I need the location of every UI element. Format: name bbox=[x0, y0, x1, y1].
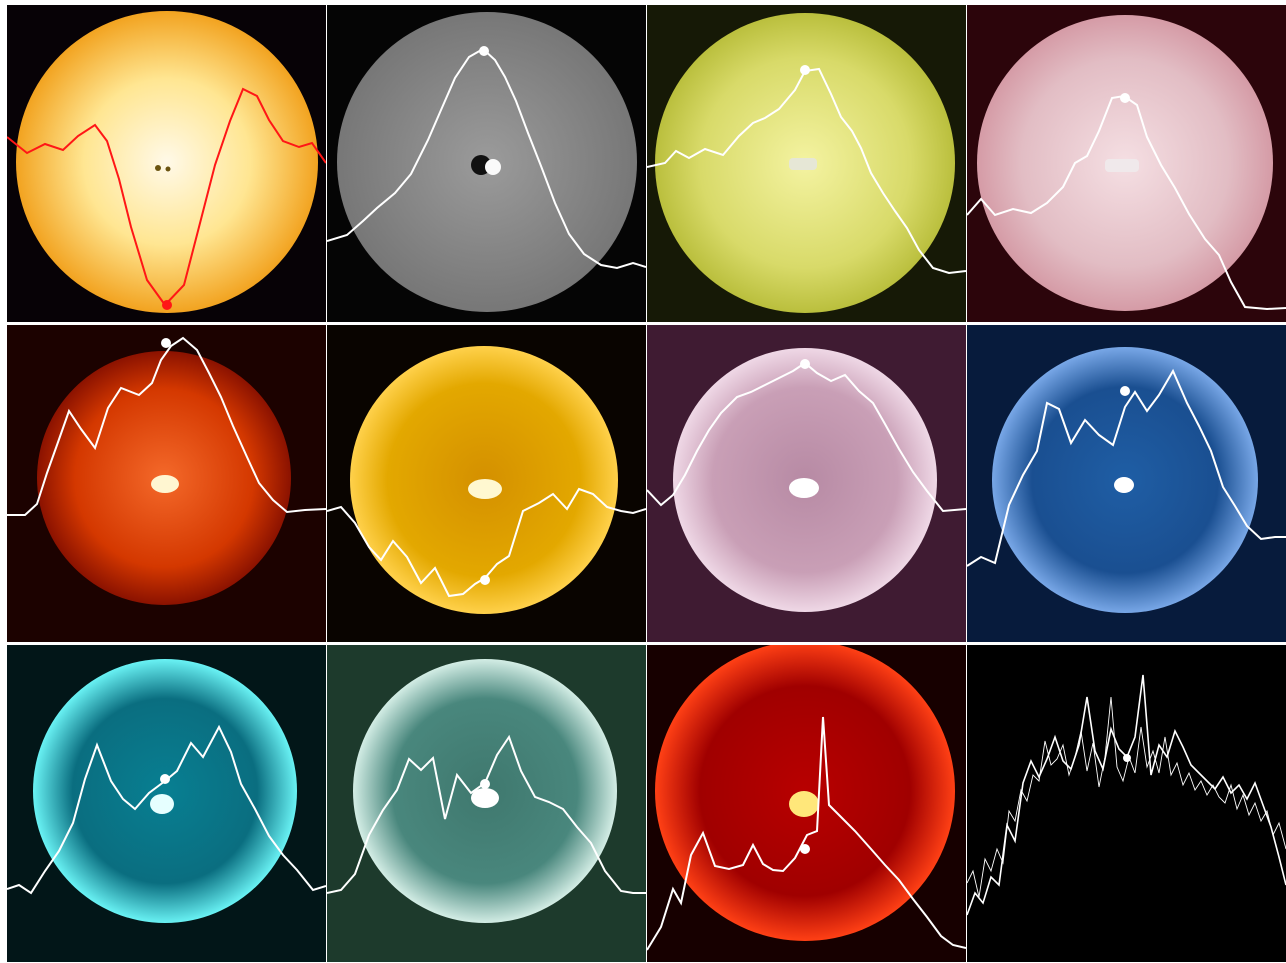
curve-marker bbox=[1120, 93, 1130, 103]
flare-bright-region bbox=[468, 479, 502, 499]
curve-marker bbox=[480, 779, 490, 789]
flare-bright-region bbox=[151, 475, 179, 493]
flare-bright-region bbox=[150, 794, 174, 814]
intensity-curve bbox=[327, 47, 646, 270]
active-region-bright bbox=[485, 159, 501, 175]
yellow-green-svg bbox=[647, 5, 966, 322]
solar-panel-visible-continuum bbox=[7, 5, 326, 322]
cyan-svg bbox=[7, 645, 326, 962]
solar-panel-gold bbox=[327, 325, 646, 642]
curve-marker bbox=[480, 575, 490, 585]
flare-bright-region bbox=[1114, 477, 1134, 493]
intensity-curve bbox=[647, 361, 966, 513]
solar-panel-teal bbox=[327, 645, 646, 962]
sunspot bbox=[165, 166, 171, 172]
black-spectrum-svg bbox=[967, 645, 1286, 962]
intensity-curve bbox=[7, 87, 326, 307]
solar-panel-orange-red bbox=[7, 325, 326, 642]
solar-panel-pink bbox=[967, 5, 1286, 322]
sun-disk bbox=[33, 659, 297, 923]
curve-marker bbox=[162, 300, 172, 310]
gold-svg bbox=[327, 325, 646, 642]
curve-marker bbox=[800, 65, 810, 75]
solar-panel-yellow-green bbox=[647, 5, 966, 322]
curve-marker bbox=[161, 338, 171, 348]
magenta-svg bbox=[647, 325, 966, 642]
intensity-curve bbox=[967, 368, 1286, 567]
intensity-curve bbox=[647, 67, 966, 275]
intensity-curve bbox=[7, 336, 326, 516]
solar-panel-magnetogram bbox=[327, 5, 646, 322]
flare-bright-region bbox=[789, 478, 819, 498]
solar-panel-magenta bbox=[647, 325, 966, 642]
panel-background bbox=[967, 645, 1286, 962]
active-region bbox=[789, 158, 817, 170]
solar-panel-black-spectrum bbox=[967, 645, 1286, 962]
blue-svg bbox=[967, 325, 1286, 642]
active-region bbox=[1105, 159, 1139, 172]
solar-panel-red bbox=[647, 645, 966, 962]
sun-disk bbox=[16, 11, 318, 313]
flare-bright-region bbox=[471, 788, 499, 808]
orange-red-svg bbox=[7, 325, 326, 642]
curve-marker bbox=[1123, 754, 1131, 762]
red-svg bbox=[647, 645, 966, 962]
curve-marker bbox=[1120, 386, 1130, 396]
visible-continuum-svg bbox=[7, 5, 326, 322]
curve-marker bbox=[800, 359, 810, 369]
teal-svg bbox=[327, 645, 646, 962]
solar-panel-blue bbox=[967, 325, 1286, 642]
curve-marker bbox=[160, 774, 170, 784]
sunspot bbox=[155, 165, 161, 171]
curve-marker bbox=[800, 844, 810, 854]
magnetogram-svg bbox=[327, 5, 646, 322]
flare-bright-region bbox=[789, 791, 819, 817]
pink-svg bbox=[967, 5, 1286, 322]
solar-panel-cyan bbox=[7, 645, 326, 962]
curve-marker bbox=[479, 46, 489, 56]
spectrum-noise-curve bbox=[967, 696, 1286, 898]
